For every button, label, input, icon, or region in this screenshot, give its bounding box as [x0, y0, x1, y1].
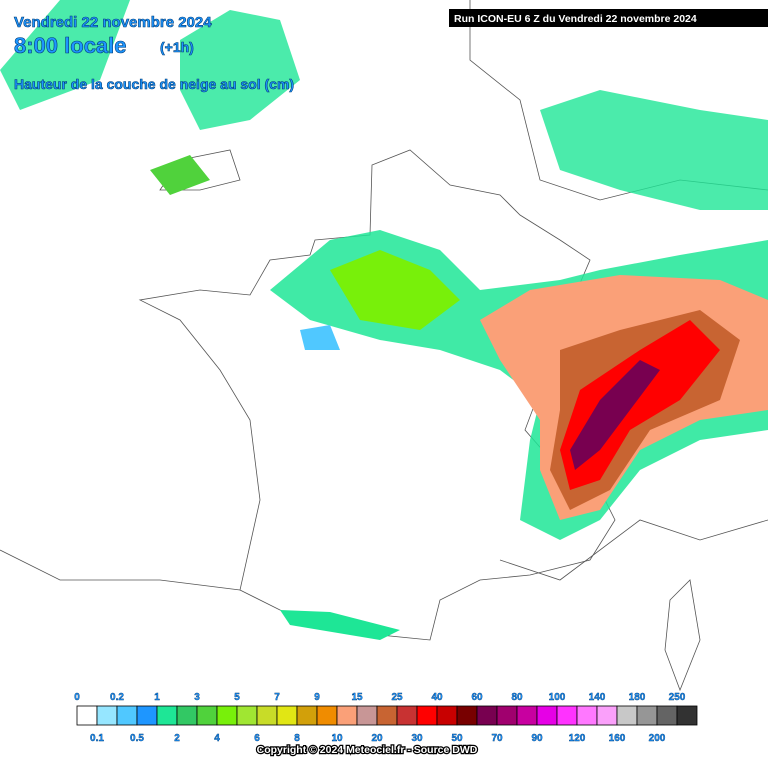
legend-label: 0	[74, 692, 80, 703]
legend-label: 90	[531, 733, 543, 744]
legend-swatch	[636, 705, 658, 726]
run-banner	[449, 9, 768, 27]
legend-swatch	[456, 705, 478, 726]
legend-swatch	[236, 705, 258, 726]
legend-label: 20	[371, 733, 383, 744]
legend-swatch	[156, 705, 178, 726]
legend-label: 5	[234, 692, 240, 703]
legend-swatch	[256, 705, 278, 726]
offset: (+1h)	[160, 39, 194, 55]
legend-label: 3	[194, 692, 200, 703]
legend-label: 15	[351, 692, 363, 703]
legend-label: 1	[154, 692, 160, 703]
legend-swatch	[396, 705, 418, 726]
time: 8:00 locale	[14, 33, 127, 58]
legend-swatch	[216, 705, 238, 726]
legend-label: 100	[549, 692, 566, 703]
legend-swatch	[556, 705, 578, 726]
legend-label: 30	[411, 733, 423, 744]
legend-swatch	[316, 705, 338, 726]
legend-label: 10	[331, 733, 343, 744]
legend-label: 40	[431, 692, 443, 703]
legend-label: 9	[314, 692, 320, 703]
legend-label: 120	[569, 733, 586, 744]
run-info: Run ICON-EU 6 Z du Vendredi 22 novembre …	[454, 13, 697, 25]
legend-swatch	[656, 705, 678, 726]
legend-swatch	[416, 705, 438, 726]
legend-label: 80	[511, 692, 523, 703]
legend-swatch	[276, 705, 298, 726]
legend-label: 60	[471, 692, 483, 703]
snow-field	[0, 0, 768, 640]
legend-label: 7	[274, 692, 280, 703]
legend-label: 0.1	[90, 733, 104, 744]
legend-swatch	[496, 705, 518, 726]
legend-label: 25	[391, 692, 403, 703]
legend: 0 0.1 0.2 0.5 1 2 3 4 5 6 7 8 9 10 15 20 25 30 40 50 60 70 80 9…	[74, 692, 698, 744]
legend-swatch	[296, 705, 318, 726]
legend-swatch	[76, 705, 98, 726]
legend-swatch	[376, 705, 398, 726]
legend-label: 200	[649, 733, 666, 744]
legend-label: 4	[214, 733, 220, 744]
legend-swatch	[516, 705, 538, 726]
legend-swatch	[356, 705, 378, 726]
legend-swatch	[196, 705, 218, 726]
legend-label: 0.5	[130, 733, 144, 744]
legend-label: 180	[629, 692, 646, 703]
legend-swatch	[116, 705, 138, 726]
legend-label: 8	[294, 733, 300, 744]
legend-label: 160	[609, 733, 626, 744]
date: Vendredi 22 novembre 2024	[14, 14, 212, 31]
legend-swatch	[336, 705, 358, 726]
legend-swatch	[476, 705, 498, 726]
legend-swatch	[96, 705, 118, 726]
parameter: Hauteur de la couche de neige au sol (cm…	[14, 76, 294, 92]
legend-label: 2	[174, 733, 180, 744]
legend-swatch	[676, 705, 698, 726]
legend-label: 70	[491, 733, 503, 744]
legend-swatch	[616, 705, 638, 726]
legend-swatch	[576, 705, 598, 726]
legend-swatch	[176, 705, 198, 726]
legend-swatch	[536, 705, 558, 726]
copyright: Copyright © 2024 Meteociel.fr - Source D…	[257, 744, 478, 756]
legend-swatch	[136, 705, 158, 726]
legend-label: 250	[669, 692, 686, 703]
legend-swatch	[596, 705, 618, 726]
legend-label: 140	[589, 692, 606, 703]
legend-swatch	[436, 705, 458, 726]
legend-label: 0.2	[110, 692, 124, 703]
legend-label: 6	[254, 733, 260, 744]
legend-label: 50	[451, 733, 463, 744]
